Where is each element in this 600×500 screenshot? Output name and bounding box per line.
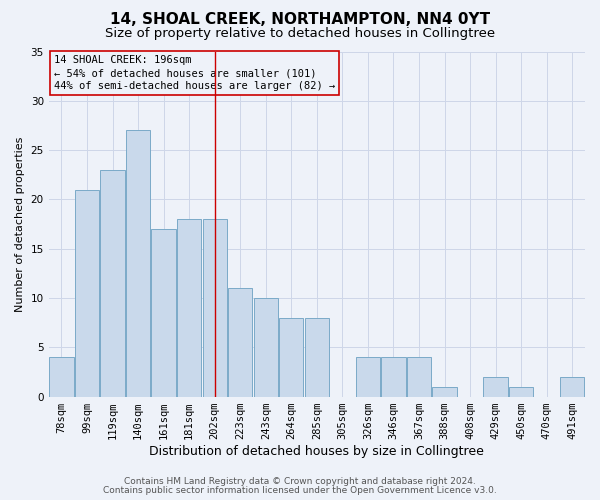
Bar (407, 357, 431, 397)
Text: Contains HM Land Registry data © Crown copyright and database right 2024.: Contains HM Land Registry data © Crown c… (124, 478, 476, 486)
Bar (228, 288, 253, 397)
Bar (254, 298, 278, 396)
Bar (49, 357, 74, 397)
Bar (433, 386, 457, 396)
Bar (100, 170, 125, 396)
Bar (484, 377, 508, 396)
Bar (560, 377, 584, 396)
Bar (151, 229, 176, 396)
Bar (126, 130, 150, 396)
Bar (382, 357, 406, 397)
Text: 14 SHOAL CREEK: 196sqm
← 54% of detached houses are smaller (101)
44% of semi-de: 14 SHOAL CREEK: 196sqm ← 54% of detached… (54, 55, 335, 92)
Bar (305, 318, 329, 396)
Bar (279, 318, 304, 396)
Bar (509, 386, 533, 396)
Y-axis label: Number of detached properties: Number of detached properties (15, 136, 25, 312)
Bar (75, 190, 99, 396)
Text: Contains public sector information licensed under the Open Government Licence v3: Contains public sector information licen… (103, 486, 497, 495)
Bar (356, 357, 380, 397)
Text: Size of property relative to detached houses in Collingtree: Size of property relative to detached ho… (105, 28, 495, 40)
Text: 14, SHOAL CREEK, NORTHAMPTON, NN4 0YT: 14, SHOAL CREEK, NORTHAMPTON, NN4 0YT (110, 12, 490, 28)
X-axis label: Distribution of detached houses by size in Collingtree: Distribution of detached houses by size … (149, 444, 484, 458)
Bar (203, 219, 227, 396)
Bar (177, 219, 201, 396)
